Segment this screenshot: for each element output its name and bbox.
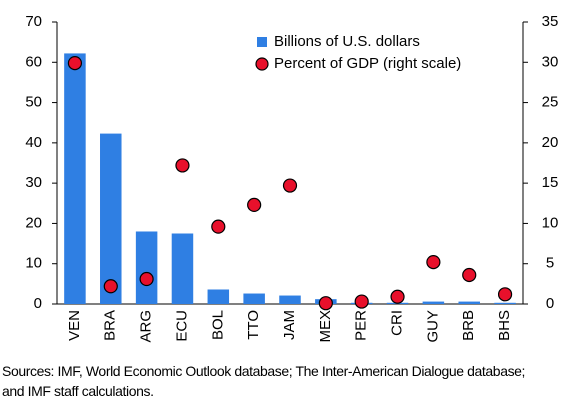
- y-tick-label: 30: [25, 174, 42, 191]
- dot: [139, 271, 154, 287]
- x-tick-label: ARG: [138, 310, 155, 343]
- y-tick-label: 40: [25, 134, 42, 151]
- bar: [494, 302, 516, 304]
- dot: [426, 255, 441, 270]
- chart: 0 10 20 30 40 50 60 70 0 5 10 15 20 25 30 35 VEN BRA ARG EC…: [25, 13, 559, 343]
- x-tick-label: MEX: [317, 310, 334, 343]
- x-tick-label: VEN: [66, 310, 83, 341]
- x-tick-label: BOL: [209, 310, 226, 340]
- bar: [422, 301, 445, 304]
- legend-swatch: [255, 57, 269, 71]
- y2-tick-label: 10: [542, 214, 559, 231]
- y2-tick-label: 20: [542, 134, 559, 151]
- x-tick-label: ECU: [173, 310, 190, 342]
- dot: [211, 219, 226, 234]
- x-tick-label: BRB: [460, 310, 477, 341]
- bar: [243, 293, 265, 304]
- bar: [64, 53, 86, 305]
- y2-tick-label: 25: [542, 94, 559, 111]
- x-tick-label: JAM: [281, 310, 298, 340]
- y2-tick-label: 0: [546, 295, 554, 312]
- x-tick-label: TTO: [245, 310, 262, 340]
- y-tick-label: 0: [34, 295, 42, 312]
- y2-tick-label: 15: [542, 174, 559, 191]
- dot: [67, 55, 83, 71]
- y2-tick-label: 30: [542, 53, 559, 70]
- bar: [207, 289, 230, 304]
- y-tick-label: 60: [25, 53, 42, 70]
- x-tick-label: GUY: [424, 310, 441, 343]
- y2-tick-label: 5: [546, 255, 554, 272]
- y2-tick-label: 35: [542, 13, 559, 30]
- dot: [390, 289, 405, 304]
- dot: [497, 287, 513, 302]
- legend-swatch: [257, 37, 267, 47]
- dot: [103, 279, 118, 294]
- dot: [247, 197, 262, 212]
- dot: [175, 158, 190, 173]
- y-tick-label: 50: [25, 94, 42, 111]
- legend-label: Percent of GDP (right scale): [274, 55, 461, 72]
- bar: [458, 301, 480, 304]
- legend-label: Billions of U.S. dollars: [274, 33, 420, 50]
- dot: [282, 178, 298, 193]
- x-tick-label: PER: [353, 310, 370, 341]
- y-tick-label: 70: [25, 13, 42, 30]
- x-tick-label: BRA: [102, 310, 119, 341]
- dot: [462, 267, 477, 283]
- bar: [171, 233, 194, 304]
- bar: [100, 133, 122, 304]
- dot: [354, 294, 369, 309]
- x-tick-label: BHS: [496, 310, 513, 341]
- bar: [279, 295, 301, 304]
- dot: [318, 296, 333, 311]
- source-note: Sources: IMF, World Economic Outlook dat…: [2, 363, 526, 399]
- y-tick-label: 10: [25, 255, 42, 272]
- y-tick-label: 20: [25, 214, 42, 231]
- bar: [135, 231, 158, 304]
- x-tick-label: CRI: [389, 310, 406, 336]
